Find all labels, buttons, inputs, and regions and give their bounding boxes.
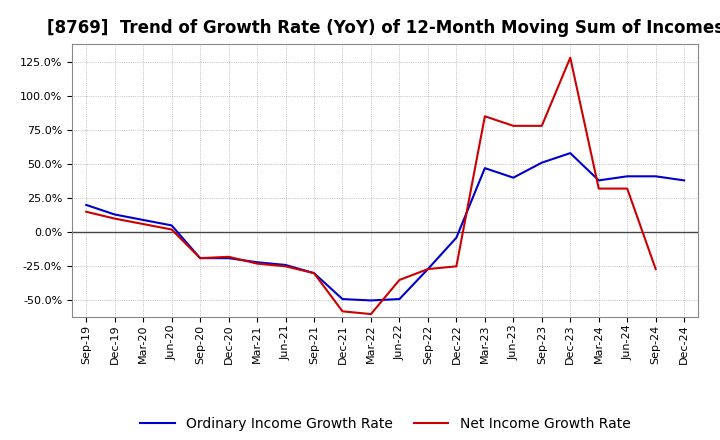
Ordinary Income Growth Rate: [680, 178, 688, 183]
Net Income Growth Rate: [652, 266, 660, 271]
Net Income Growth Rate: [110, 216, 119, 221]
Net Income Growth Rate: [82, 209, 91, 214]
Ordinary Income Growth Rate: [82, 202, 91, 208]
Ordinary Income Growth Rate: [537, 160, 546, 165]
Ordinary Income Growth Rate: [139, 217, 148, 223]
Net Income Growth Rate: [139, 221, 148, 227]
Net Income Growth Rate: [282, 264, 290, 269]
Net Income Growth Rate: [423, 266, 432, 271]
Ordinary Income Growth Rate: [282, 262, 290, 268]
Title: [8769]  Trend of Growth Rate (YoY) of 12-Month Moving Sum of Incomes: [8769] Trend of Growth Rate (YoY) of 12-…: [47, 19, 720, 37]
Net Income Growth Rate: [395, 277, 404, 282]
Legend: Ordinary Income Growth Rate, Net Income Growth Rate: Ordinary Income Growth Rate, Net Income …: [135, 411, 636, 436]
Ordinary Income Growth Rate: [652, 174, 660, 179]
Line: Net Income Growth Rate: Net Income Growth Rate: [86, 58, 656, 314]
Ordinary Income Growth Rate: [167, 223, 176, 228]
Net Income Growth Rate: [253, 261, 261, 266]
Net Income Growth Rate: [366, 312, 375, 317]
Net Income Growth Rate: [452, 264, 461, 269]
Ordinary Income Growth Rate: [338, 297, 347, 302]
Ordinary Income Growth Rate: [395, 297, 404, 302]
Net Income Growth Rate: [509, 123, 518, 128]
Ordinary Income Growth Rate: [110, 212, 119, 217]
Ordinary Income Growth Rate: [452, 235, 461, 240]
Ordinary Income Growth Rate: [253, 260, 261, 265]
Net Income Growth Rate: [537, 123, 546, 128]
Ordinary Income Growth Rate: [509, 175, 518, 180]
Ordinary Income Growth Rate: [196, 256, 204, 261]
Ordinary Income Growth Rate: [595, 178, 603, 183]
Ordinary Income Growth Rate: [310, 271, 318, 276]
Net Income Growth Rate: [595, 186, 603, 191]
Net Income Growth Rate: [338, 309, 347, 314]
Net Income Growth Rate: [566, 55, 575, 60]
Ordinary Income Growth Rate: [623, 174, 631, 179]
Ordinary Income Growth Rate: [480, 165, 489, 171]
Net Income Growth Rate: [225, 254, 233, 260]
Ordinary Income Growth Rate: [423, 266, 432, 271]
Ordinary Income Growth Rate: [225, 256, 233, 261]
Net Income Growth Rate: [310, 271, 318, 276]
Net Income Growth Rate: [623, 186, 631, 191]
Line: Ordinary Income Growth Rate: Ordinary Income Growth Rate: [86, 153, 684, 301]
Net Income Growth Rate: [167, 227, 176, 232]
Ordinary Income Growth Rate: [566, 150, 575, 156]
Ordinary Income Growth Rate: [366, 298, 375, 303]
Net Income Growth Rate: [480, 114, 489, 119]
Net Income Growth Rate: [196, 256, 204, 261]
